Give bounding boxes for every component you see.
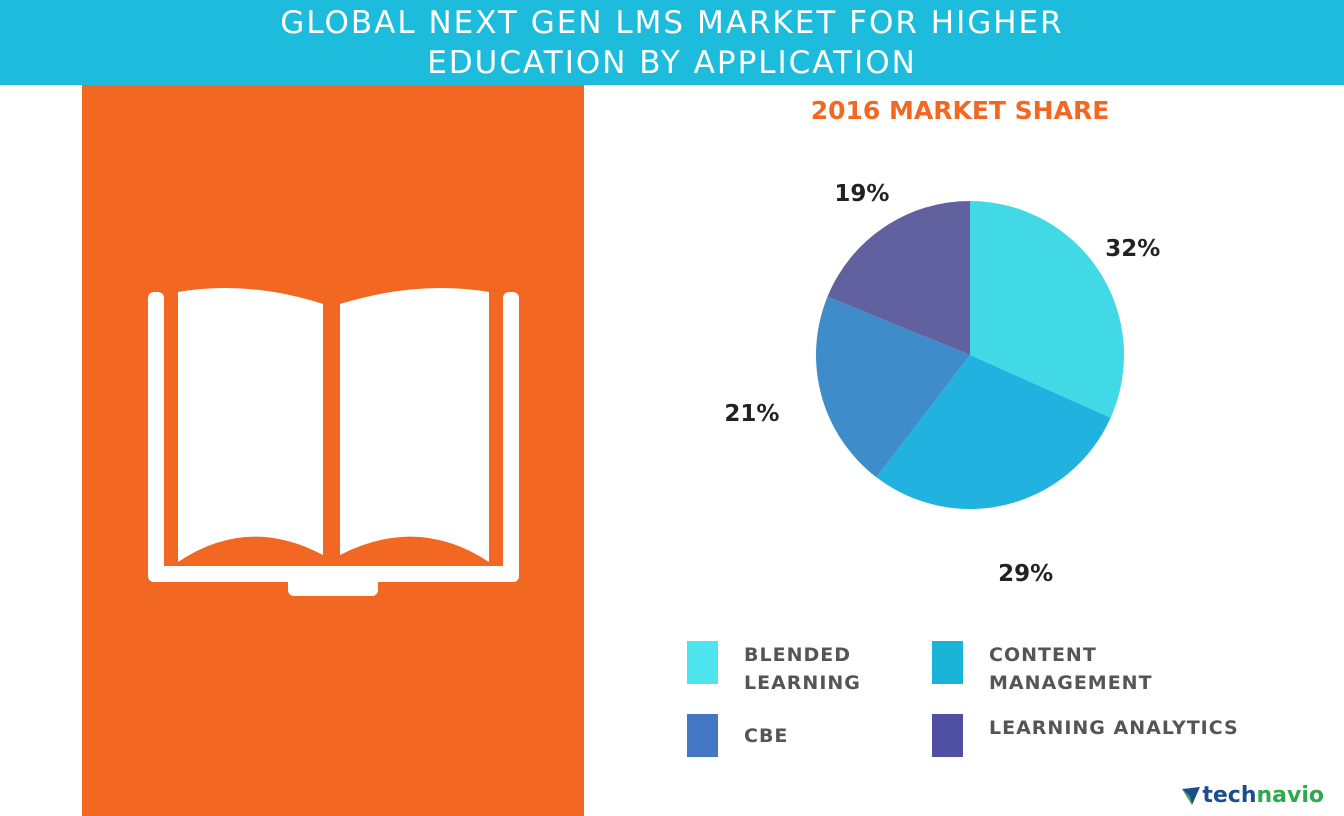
- title-line-1: GLOBAL NEXT GEN LMS MARKET FOR HIGHER: [280, 4, 1064, 41]
- pie-slice-learning-analytics: [827, 200, 970, 355]
- pie-slice-content-management: [876, 355, 1111, 509]
- legend-item-blended-learning: BLENDED LEARNING: [687, 641, 861, 697]
- data-label-cbe: 21%: [724, 401, 780, 428]
- legend-label-line1: BLENDED: [744, 644, 851, 666]
- technavio-logo-icon: [1182, 786, 1201, 805]
- data-label-blended-learning: 32%: [1105, 236, 1161, 263]
- legend-item-cbe: CBE: [687, 714, 788, 757]
- legend-label-line2: MANAGEMENT: [989, 672, 1153, 694]
- technavio-logo: tech navio: [1180, 783, 1324, 808]
- orange-panel: [82, 85, 584, 816]
- pie-slice-blended-learning: [970, 201, 1124, 418]
- legend-label-line1: LEARNING ANALYTICS: [989, 717, 1239, 739]
- legend-swatch: [932, 714, 963, 757]
- legend-item-learning-analytics: LEARNING ANALYTICS: [932, 714, 1239, 757]
- chart-title: 2016 MARKET SHARE: [810, 96, 1110, 125]
- title-line-2: EDUCATION BY APPLICATION: [427, 44, 917, 81]
- legend-item-content-management: CONTENT MANAGEMENT: [932, 641, 1153, 697]
- legend-swatch: [932, 641, 963, 684]
- pie-chart: [816, 200, 1124, 509]
- logo-text-tech: tech: [1202, 783, 1257, 808]
- data-label-learning-analytics: 19%: [834, 180, 890, 207]
- open-book-icon: [148, 288, 519, 596]
- legend-label-line1: CONTENT: [989, 644, 1097, 666]
- logo-text-navio: navio: [1256, 783, 1324, 808]
- legend-swatch: [687, 714, 718, 757]
- pie-slice-cbe: [816, 296, 970, 478]
- legend-label-line2: LEARNING: [744, 672, 861, 694]
- header-banner: GLOBAL NEXT GEN LMS MARKET FOR HIGHER ED…: [0, 0, 1344, 85]
- data-label-content-management: 29%: [998, 561, 1054, 588]
- legend-swatch: [687, 641, 718, 684]
- legend-label-line1: CBE: [744, 725, 789, 747]
